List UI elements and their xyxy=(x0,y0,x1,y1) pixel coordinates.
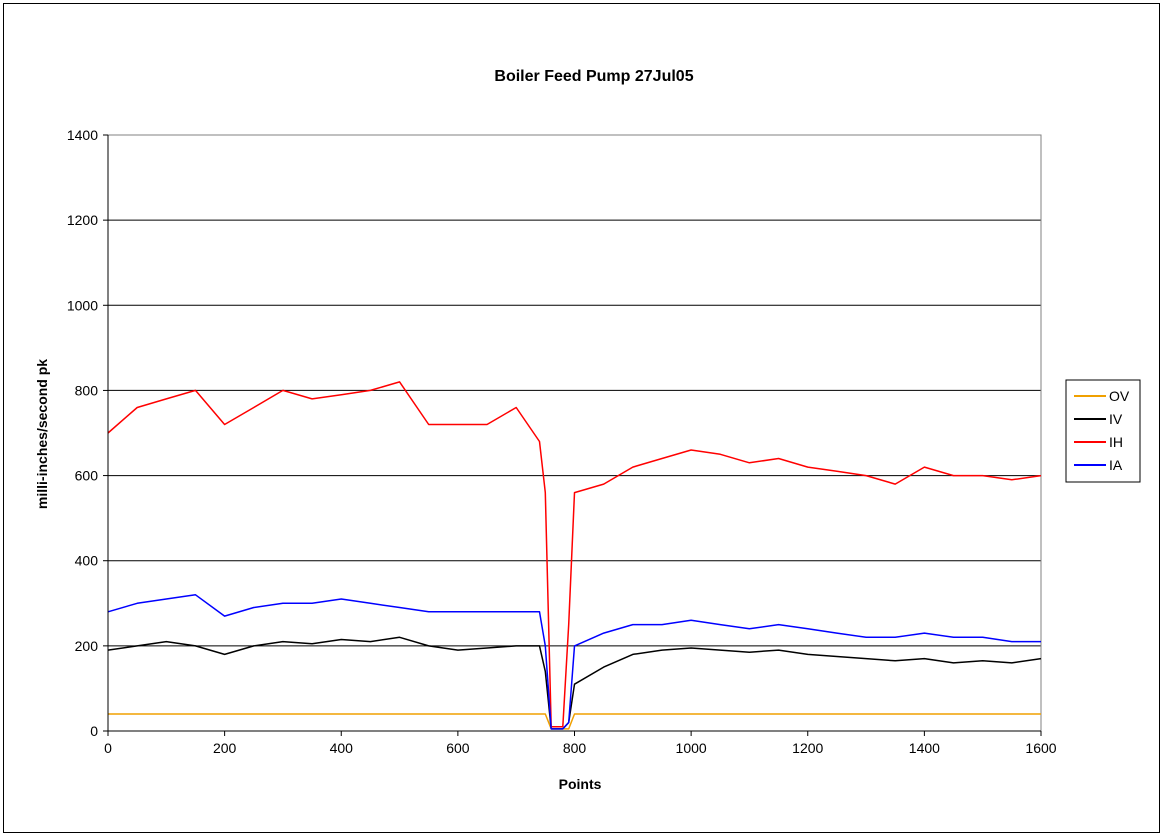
grid xyxy=(108,134,1041,647)
y-tick-label: 200 xyxy=(75,638,99,654)
series-group xyxy=(107,381,1042,730)
legend-label-ia: IA xyxy=(1109,457,1123,473)
axes: 0 200 400 600 800 1000 1200 1400 0 200 400 600 800 10… xyxy=(67,127,1057,756)
y-tick-label: 1200 xyxy=(67,212,98,228)
x-axis-title: Points xyxy=(559,776,602,792)
legend-label-ov: OV xyxy=(1109,388,1130,404)
y-tick-label: 600 xyxy=(75,468,99,484)
x-tick-label: 1200 xyxy=(792,740,823,756)
x-tick-label: 200 xyxy=(213,740,237,756)
y-axis-title: milli-inches/second pk xyxy=(34,359,50,509)
x-tick-label: 1000 xyxy=(676,740,707,756)
chart-title: Boiler Feed Pump 27Jul05 xyxy=(494,68,693,85)
plot-area xyxy=(107,134,1042,732)
y-tick-label: 400 xyxy=(75,553,99,569)
series-line-ih xyxy=(107,381,1042,728)
x-tick-label: 800 xyxy=(563,740,587,756)
legend-label-iv: IV xyxy=(1109,411,1123,427)
series-line-ia xyxy=(107,594,1041,730)
y-tick-label: 1400 xyxy=(67,127,98,143)
x-tick-label: 1600 xyxy=(1025,740,1056,756)
y-tick-label: 1000 xyxy=(67,297,98,313)
x-tick-label: 600 xyxy=(446,740,470,756)
x-tick-label: 400 xyxy=(330,740,354,756)
x-tick-label: 0 xyxy=(104,740,112,756)
y-tick-label: 800 xyxy=(75,382,99,398)
y-tick-label: 0 xyxy=(90,723,98,739)
legend: OV IV IH IA xyxy=(1065,379,1141,483)
chart-frame xyxy=(3,3,1160,833)
legend-label-ih: IH xyxy=(1109,434,1123,450)
series-line-ov xyxy=(108,713,1041,730)
x-tick-label: 1400 xyxy=(909,740,940,756)
